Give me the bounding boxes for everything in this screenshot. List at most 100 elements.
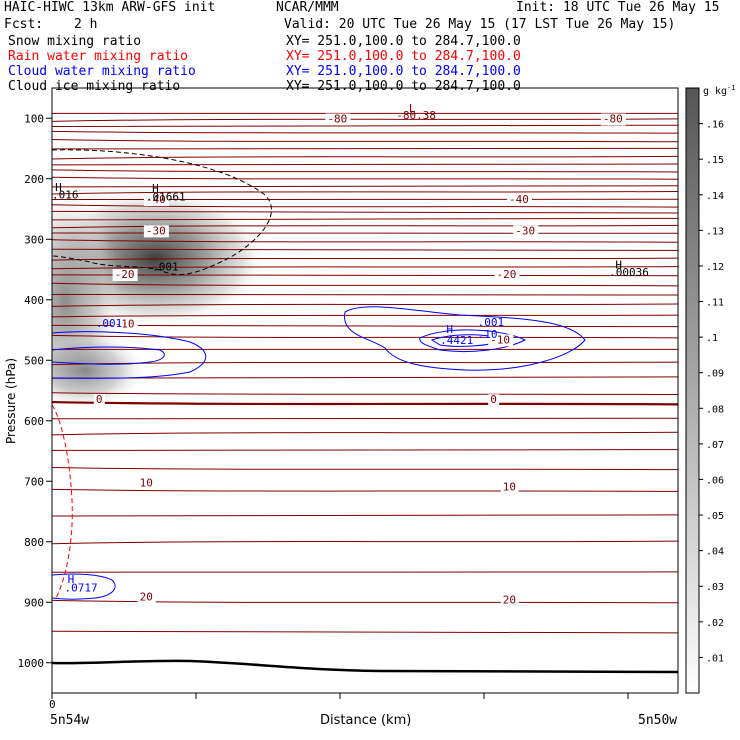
isotherm bbox=[52, 266, 678, 270]
colorbar-tick-label: .01 bbox=[706, 653, 724, 664]
x-axis-label: Distance (km) bbox=[320, 713, 411, 728]
colorbar-tick-label: .08 bbox=[706, 404, 724, 415]
field-name-snow: Snow mixing ratio bbox=[8, 34, 142, 49]
cloud-water-contour-east-inner bbox=[419, 329, 527, 352]
isotherm bbox=[52, 124, 678, 128]
isotherm bbox=[52, 303, 678, 307]
isotherm bbox=[52, 257, 678, 261]
isotherm-label: -80 bbox=[603, 112, 623, 125]
y-tick-label: 200 bbox=[24, 173, 44, 186]
extremum-label: H bbox=[55, 181, 62, 194]
isotherm bbox=[52, 334, 678, 339]
colorbar-tick-label: .04 bbox=[706, 547, 724, 558]
extremum-label: .001 bbox=[478, 316, 505, 329]
y-tick-label: 600 bbox=[24, 415, 44, 428]
x-axis-ticks bbox=[51, 693, 629, 699]
extremum-label: -80.38 bbox=[396, 109, 436, 122]
isotherm-label: -20 bbox=[115, 268, 135, 281]
cloud-water-contour-low bbox=[52, 573, 116, 600]
isotherm-label: 20 bbox=[503, 593, 516, 606]
isotherm-label: 10 bbox=[503, 480, 516, 493]
isotherm bbox=[52, 417, 678, 420]
plot-frame bbox=[51, 87, 679, 694]
colorbar bbox=[685, 87, 700, 694]
field-xsec-snow: XY= 251.0,100.0 to 284.7,100.0 bbox=[286, 34, 521, 49]
extremum-label: .01661 bbox=[146, 191, 186, 204]
isotherm-label: -80 bbox=[327, 112, 347, 125]
x-end-label: 5n50w bbox=[638, 713, 677, 728]
isotherm-label: -10 bbox=[115, 318, 135, 331]
valid-time: Valid: 20 UTC Tue 26 May 15 (17 LST Tue … bbox=[284, 17, 676, 32]
y-tick-label: 400 bbox=[24, 294, 44, 307]
colorbar-tick-label: .16 bbox=[706, 120, 724, 131]
colorbar-unit-base: g kg bbox=[703, 86, 727, 97]
y-tick-label: 900 bbox=[24, 596, 44, 609]
y-tick-label: 300 bbox=[24, 233, 44, 246]
init-time: Init: 18 UTC Tue 26 May 15 bbox=[516, 0, 720, 15]
contour-label-bg bbox=[494, 268, 520, 281]
isotherm-label: -20 bbox=[496, 268, 516, 281]
isotherm bbox=[52, 130, 678, 134]
org-label: NCAR/MMM bbox=[276, 0, 339, 15]
contour-label-bg bbox=[143, 225, 169, 238]
snow-contour-dashed bbox=[52, 149, 272, 276]
y-axis-ticks: 100 200 300 400 500 600 700 800 900 1000 bbox=[18, 112, 52, 670]
isotherm bbox=[52, 248, 678, 251]
isotherm bbox=[52, 163, 678, 166]
extremum-label: H bbox=[68, 573, 75, 586]
colorbar-tick-label: .12 bbox=[706, 262, 724, 273]
isotherm bbox=[52, 466, 678, 471]
field-name-cloud-ice: Cloud ice mixing ratio bbox=[8, 79, 181, 94]
isotherm bbox=[52, 138, 678, 143]
isotherm bbox=[52, 514, 678, 517]
contour-label-bg bbox=[137, 477, 156, 490]
isotherm bbox=[52, 293, 678, 296]
colorbar-tick-label: .09 bbox=[706, 369, 724, 380]
colorbar-unit-sup: -1 bbox=[727, 84, 735, 92]
contour-label-bg bbox=[500, 481, 519, 494]
isotherm bbox=[52, 118, 678, 122]
colorbar-tick-label: .13 bbox=[706, 226, 724, 237]
isotherm-label: -30 bbox=[146, 224, 166, 237]
surface-line bbox=[51, 659, 679, 674]
colorbar-tick-label: .03 bbox=[706, 582, 724, 593]
isotherm bbox=[52, 176, 678, 180]
isotherm-label: -30 bbox=[515, 224, 535, 237]
isotherm-label: 10 bbox=[140, 477, 153, 490]
extremum-label: .001 bbox=[152, 261, 179, 274]
contour-label-bg bbox=[143, 193, 169, 206]
y-tick-label: 700 bbox=[24, 475, 44, 488]
colorbar-tick-label: .02 bbox=[706, 618, 724, 629]
isotherm bbox=[52, 155, 678, 160]
contour-label-bg bbox=[506, 193, 532, 206]
isotherm bbox=[52, 190, 678, 195]
isotherm bbox=[52, 449, 678, 451]
isotherm bbox=[52, 147, 678, 150]
contour-label-bg bbox=[112, 318, 138, 331]
snow-shading-tail bbox=[52, 332, 145, 408]
y-tick-label: 100 bbox=[24, 112, 44, 125]
contour-label-bg bbox=[488, 394, 500, 407]
field-xsec-cloud-ice: XY= 251.0,100.0 to 284.7,100.0 bbox=[286, 79, 521, 94]
isotherm bbox=[52, 630, 678, 634]
isotherm bbox=[52, 204, 678, 208]
extremum-label: .10 bbox=[478, 328, 498, 341]
extremum-label: .4421 bbox=[440, 334, 473, 347]
model-title: HAIC-HIWC 13km ARW-GFS init bbox=[4, 0, 216, 15]
isotherm bbox=[52, 431, 678, 436]
colorbar-tick-label: .1 bbox=[706, 333, 718, 344]
field-name-rain: Rain water mixing ratio bbox=[8, 49, 189, 64]
contour-label-bg bbox=[600, 113, 626, 126]
contour-label-bg bbox=[325, 113, 351, 126]
isotherm-label: 0 bbox=[490, 393, 497, 406]
extremum-label: .0717 bbox=[65, 581, 98, 594]
colorbar-ticks: .01 .02 .03 .04 .05 .06 .07 .08 .09 .1 .11 .12 .13 .1… bbox=[699, 120, 724, 664]
isotherm-label: -40 bbox=[509, 193, 529, 206]
isotherm-label: -40 bbox=[146, 193, 166, 206]
colorbar-tick-label: .15 bbox=[706, 155, 724, 166]
colorbar-unit: g kg-1 bbox=[703, 84, 736, 97]
extremum-label: .016 bbox=[52, 189, 79, 202]
contour-label-bg bbox=[137, 591, 156, 604]
y-axis-label: Pressure (hPa) bbox=[4, 358, 18, 444]
